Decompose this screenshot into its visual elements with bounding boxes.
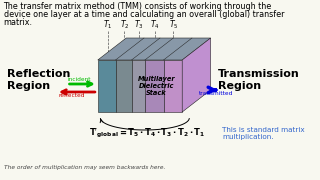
Polygon shape	[132, 60, 145, 112]
Text: device one layer at a time and calculating an overall (global) transfer: device one layer at a time and calculati…	[4, 10, 284, 19]
Polygon shape	[116, 60, 132, 112]
Text: Reflection
Region: Reflection Region	[7, 69, 70, 91]
Text: $T_5$: $T_5$	[169, 19, 178, 31]
Text: This is standard matrix
multiplication.: This is standard matrix multiplication.	[222, 127, 305, 140]
Text: matrix.: matrix.	[4, 18, 33, 27]
Text: Transmission
Region: Transmission Region	[218, 69, 300, 91]
Text: The transfer matrix method (TMM) consists of working through the: The transfer matrix method (TMM) consist…	[4, 2, 272, 11]
Text: The order of multiplication may seem backwards here.: The order of multiplication may seem bac…	[4, 165, 165, 170]
Text: Multilayer
Dielectric
Stack: Multilayer Dielectric Stack	[138, 76, 175, 96]
Polygon shape	[98, 60, 116, 112]
Text: reflected: reflected	[59, 93, 85, 98]
Polygon shape	[145, 60, 164, 112]
Text: transmitted: transmitted	[199, 91, 234, 96]
Polygon shape	[182, 38, 211, 112]
Text: $T_4$: $T_4$	[150, 19, 159, 31]
Text: incident: incident	[68, 77, 91, 82]
Text: $\mathbf{T'_{global} = T_5 \cdot T_4 \cdot T_3 \cdot T_2 \cdot T_1}$: $\mathbf{T'_{global} = T_5 \cdot T_4 \cd…	[89, 127, 205, 140]
Polygon shape	[98, 38, 211, 60]
Polygon shape	[164, 60, 182, 112]
Text: $T_1$: $T_1$	[103, 19, 112, 31]
Text: $T_3$: $T_3$	[134, 19, 143, 31]
Text: $T_2$: $T_2$	[120, 19, 129, 31]
